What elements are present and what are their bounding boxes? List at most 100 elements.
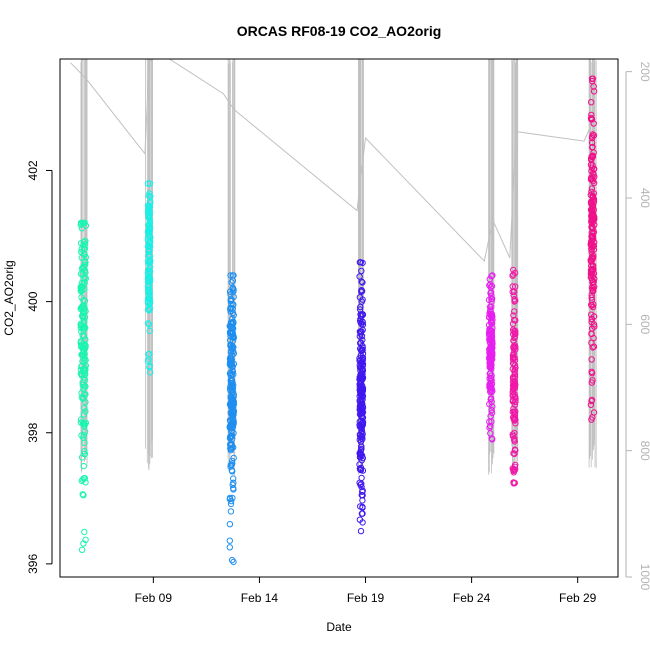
data-point [487, 395, 495, 402]
data-point [81, 251, 88, 258]
data-point [588, 111, 595, 119]
data-point [146, 193, 154, 201]
data-point [358, 433, 366, 440]
data-point [587, 114, 595, 122]
data-point [591, 165, 598, 173]
data-point [590, 179, 598, 187]
data-point [488, 409, 496, 416]
data-point [487, 430, 494, 437]
data-point [356, 306, 364, 313]
x-tick-label: Feb 14 [241, 591, 279, 605]
data-point [588, 301, 595, 308]
data-point [512, 416, 519, 424]
data-point [78, 371, 86, 378]
data-point [145, 206, 152, 213]
data-point [80, 394, 87, 401]
data-point [229, 494, 236, 502]
data-point [589, 144, 596, 151]
data-point [510, 353, 517, 361]
y2-tick-label: 400 [638, 188, 650, 208]
data-point [591, 323, 598, 330]
data-point [488, 378, 495, 385]
data-point [227, 445, 234, 452]
data-point [359, 403, 367, 410]
y-tick-label: 402 [26, 160, 40, 180]
data-point [589, 223, 596, 230]
data-point [511, 450, 518, 457]
data-point [81, 439, 88, 446]
data-point [587, 206, 595, 214]
data-point [145, 266, 152, 273]
data-point [145, 306, 152, 313]
data-point [511, 298, 518, 305]
data-point [486, 325, 493, 333]
data-point [81, 404, 88, 412]
data-point [511, 371, 519, 378]
data-point [359, 436, 366, 443]
data-point [589, 176, 596, 183]
data-point [227, 358, 235, 365]
data-point [487, 347, 494, 354]
data-point [359, 422, 366, 429]
data-point [357, 345, 364, 352]
data-point [588, 174, 595, 181]
data-point [511, 429, 518, 437]
data-point [589, 192, 596, 200]
data-point [590, 88, 598, 95]
data-point [359, 311, 367, 318]
data-point [145, 243, 152, 251]
data-point [509, 374, 517, 381]
x-tick-label: Feb 09 [135, 591, 173, 605]
data-point [228, 457, 236, 465]
data-point [510, 479, 517, 486]
data-point [590, 334, 597, 342]
data-point [82, 237, 89, 245]
data-point [228, 319, 236, 326]
data-point [511, 308, 518, 315]
data-point [357, 328, 364, 336]
data-point [77, 419, 85, 426]
data-point [357, 405, 365, 412]
data-point [80, 411, 88, 418]
data-point [509, 392, 516, 399]
data-point [146, 205, 153, 212]
data-point [589, 287, 596, 294]
data-point [356, 259, 364, 266]
data-point [588, 318, 595, 326]
data-point [358, 298, 365, 305]
data-point [590, 243, 597, 250]
data-point [357, 481, 364, 488]
data-point [144, 287, 152, 294]
data-point [230, 486, 237, 493]
altitude-trace-line [70, 59, 593, 263]
data-point [587, 256, 594, 264]
data-point [486, 362, 494, 369]
data-point [510, 312, 517, 319]
data-point [359, 467, 367, 474]
data-point [81, 279, 88, 286]
y2-tick-label: 600 [638, 314, 650, 334]
data-point [510, 344, 517, 351]
data-point [487, 284, 494, 291]
data-point [146, 299, 154, 306]
data-point [229, 460, 236, 467]
data-point [228, 497, 235, 505]
x-axis-label: Date [326, 620, 352, 634]
data-point [359, 492, 366, 499]
data-point [487, 335, 494, 342]
data-point [230, 479, 237, 486]
data-point [144, 320, 152, 327]
data-point [226, 494, 234, 502]
data-point [146, 233, 154, 240]
data-point [82, 362, 90, 369]
data-point [590, 343, 598, 350]
data-point [229, 351, 236, 358]
data-point [81, 448, 88, 455]
data-point [78, 351, 85, 358]
data-point [511, 366, 519, 374]
data-point [485, 296, 493, 304]
data-point [145, 268, 152, 275]
data-point [230, 333, 237, 340]
data-point [227, 500, 235, 508]
data-point [145, 276, 153, 284]
